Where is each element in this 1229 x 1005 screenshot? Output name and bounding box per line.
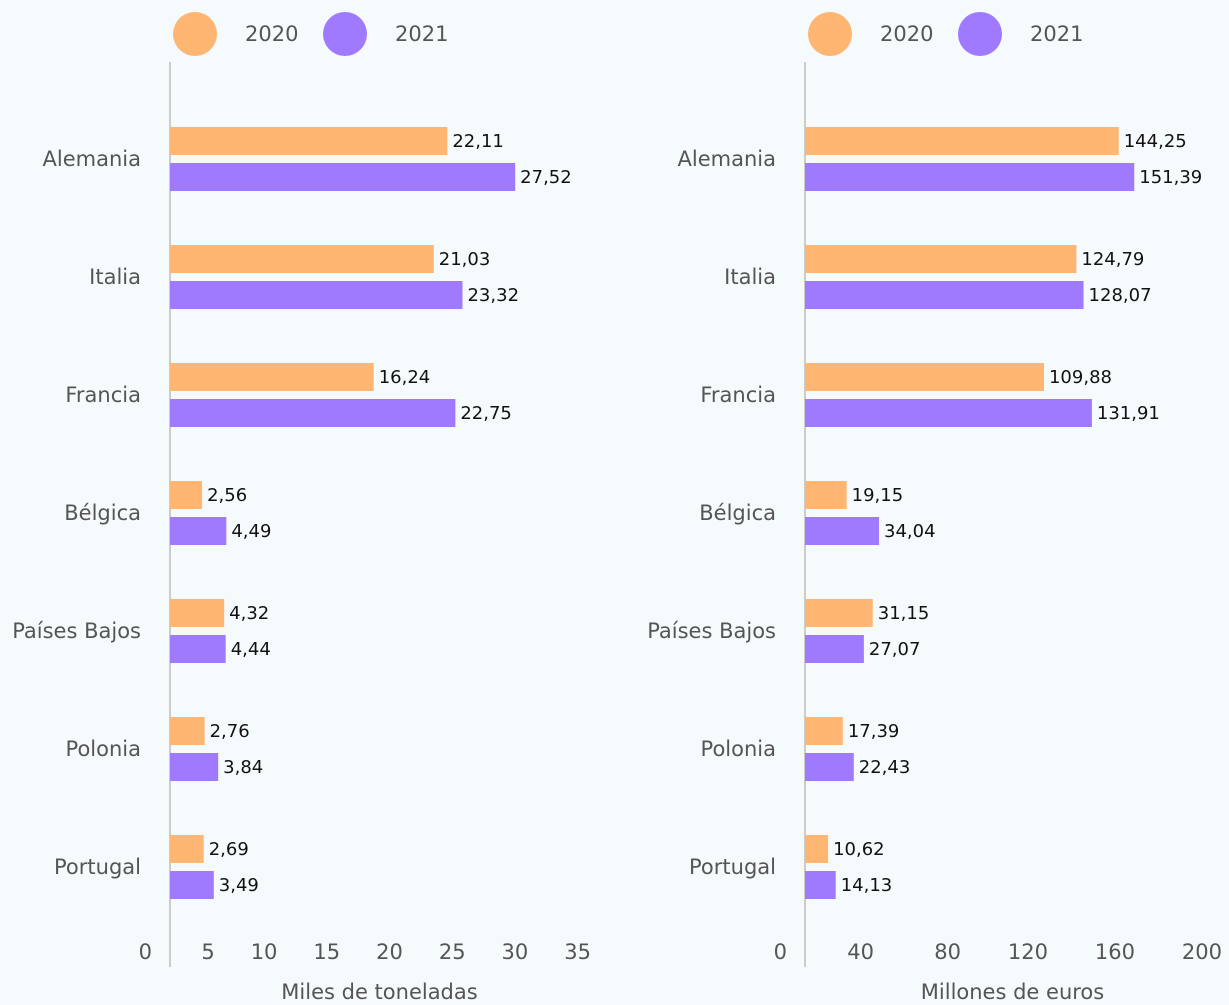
category-label: Italia <box>89 265 141 289</box>
value-label: 22,75 <box>460 403 512 424</box>
value-label: 17,39 <box>848 721 900 742</box>
category-label: Bélgica <box>64 501 141 525</box>
bar <box>170 281 463 309</box>
category-label: Países Bajos <box>647 619 776 643</box>
legend-label: 2021 <box>1030 22 1083 46</box>
value-label: 19,15 <box>852 485 904 506</box>
x-tick-label: 35 <box>564 940 591 964</box>
category-label: Polonia <box>66 737 141 761</box>
value-label: 2,56 <box>207 485 247 506</box>
bar <box>170 163 516 191</box>
bar <box>805 281 1084 309</box>
bar <box>805 245 1077 273</box>
category-label: Polonia <box>701 737 776 761</box>
value-label: 14,13 <box>841 875 893 896</box>
value-label: 124,79 <box>1081 249 1144 270</box>
x-tick-label: 15 <box>313 940 340 964</box>
category-label: Alemania <box>43 147 141 171</box>
bar <box>805 871 836 899</box>
x-tick-label: 0 <box>774 940 787 964</box>
x-tick-label: 25 <box>439 940 466 964</box>
bar <box>170 835 204 863</box>
bar <box>805 127 1119 155</box>
bar <box>805 635 864 663</box>
x-tick-label: 0 <box>139 940 152 964</box>
value-label: 21,03 <box>439 249 491 270</box>
bar <box>805 517 880 545</box>
bar <box>805 835 829 863</box>
value-label: 2,76 <box>210 721 250 742</box>
legend-marker <box>808 12 852 56</box>
legend-label: 2021 <box>395 22 448 46</box>
x-tick-label: 5 <box>201 940 214 964</box>
value-label: 22,43 <box>859 757 911 778</box>
category-label: Francia <box>65 383 141 407</box>
value-label: 16,24 <box>379 367 431 388</box>
category-label: Italia <box>724 265 776 289</box>
value-label: 3,49 <box>219 875 259 896</box>
legend-label: 2020 <box>245 22 298 46</box>
category-label: Francia <box>700 383 776 407</box>
x-tick-label: 120 <box>1008 940 1048 964</box>
value-label: 131,91 <box>1097 403 1160 424</box>
bar <box>170 599 225 627</box>
bar <box>805 599 873 627</box>
x-tick-label: 20 <box>376 940 403 964</box>
bar <box>170 245 434 273</box>
category-label: Países Bajos <box>12 619 141 643</box>
bar <box>170 399 456 427</box>
value-label: 4,44 <box>231 639 271 660</box>
bar <box>170 753 219 781</box>
value-label: 109,88 <box>1049 367 1112 388</box>
bar <box>170 363 374 391</box>
value-label: 10,62 <box>833 839 885 860</box>
x-tick-label: 160 <box>1095 940 1135 964</box>
bar <box>170 127 448 155</box>
value-label: 23,32 <box>467 285 519 306</box>
bar <box>170 871 214 899</box>
x-tick-label: 40 <box>847 940 874 964</box>
bar <box>805 753 854 781</box>
bar <box>170 717 205 745</box>
legend-marker <box>323 12 367 56</box>
x-axis-label: Miles de toneladas <box>281 980 477 1004</box>
value-label: 22,11 <box>452 131 504 152</box>
value-label: 27,07 <box>869 639 921 660</box>
value-label: 4,49 <box>231 521 271 542</box>
value-label: 2,69 <box>209 839 249 860</box>
value-label: 128,07 <box>1089 285 1152 306</box>
category-label: Bélgica <box>699 501 776 525</box>
bar <box>170 481 203 509</box>
value-label: 34,04 <box>884 521 936 542</box>
bar <box>170 517 227 545</box>
value-label: 144,25 <box>1124 131 1187 152</box>
category-label: Portugal <box>689 855 776 879</box>
bar <box>805 481 847 509</box>
value-label: 31,15 <box>878 603 930 624</box>
bar <box>805 363 1044 391</box>
x-tick-label: 30 <box>502 940 529 964</box>
value-label: 27,52 <box>520 167 572 188</box>
value-label: 151,39 <box>1139 167 1202 188</box>
category-label: Portugal <box>54 855 141 879</box>
value-label: 3,84 <box>223 757 263 778</box>
x-tick-label: 80 <box>934 940 961 964</box>
value-label: 4,32 <box>229 603 269 624</box>
bar <box>805 163 1135 191</box>
bar <box>805 717 843 745</box>
x-axis-label: Millones de euros <box>921 980 1104 1004</box>
legend-marker <box>958 12 1002 56</box>
legend-label: 2020 <box>880 22 933 46</box>
x-tick-label: 200 <box>1182 940 1222 964</box>
x-tick-label: 10 <box>251 940 278 964</box>
bar <box>170 635 226 663</box>
bar <box>805 399 1092 427</box>
legend-marker <box>173 12 217 56</box>
category-label: Alemania <box>678 147 776 171</box>
